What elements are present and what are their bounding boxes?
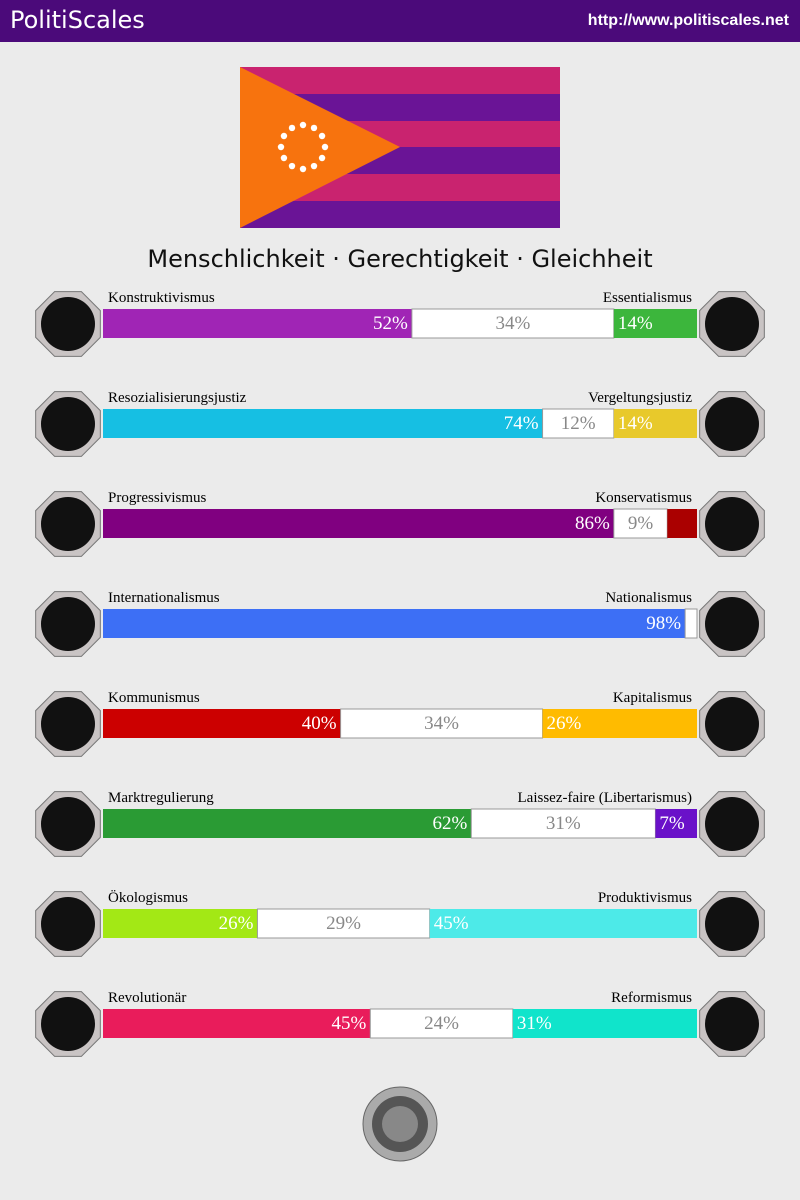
value-label: 34%: [424, 713, 459, 734]
value-label: 26%: [547, 713, 582, 734]
neutral-segment: [369, 1008, 514, 1039]
left-icon-inner: [41, 297, 95, 351]
value-label: 62%: [432, 813, 467, 834]
right-segment: [542, 709, 697, 738]
right-segment: [512, 1009, 697, 1038]
left-icon-inner: [41, 497, 95, 551]
left-icon-inner: [41, 897, 95, 951]
left-segment: [103, 1009, 371, 1038]
right-label: Kapitalismus: [613, 690, 692, 706]
right-icon-inner: [705, 697, 759, 751]
value-label: 26%: [219, 913, 254, 934]
left-segment: [103, 809, 472, 838]
right-label: Essentialismus: [603, 290, 692, 306]
value-label: 34%: [495, 313, 530, 334]
left-label: Resozialisierungsjustiz: [108, 390, 247, 406]
site-url[interactable]: http://www.politiscales.net: [588, 12, 790, 29]
left-segment: [103, 409, 543, 438]
star: [288, 162, 296, 170]
left-segment: [103, 909, 258, 938]
right-label: Nationalismus: [605, 590, 692, 606]
left-icon-inner: [41, 397, 95, 451]
left-label: Revolutionär: [108, 990, 186, 1006]
left-segment: [103, 309, 412, 338]
value-label: 74%: [504, 413, 539, 434]
star: [299, 165, 307, 173]
value-label: 40%: [302, 713, 337, 734]
right-label: Laissez-faire (Libertarismus): [518, 790, 693, 806]
neutral-segment: [684, 608, 698, 639]
value-label: 31%: [546, 813, 581, 834]
value-label: 14%: [618, 413, 653, 434]
left-icon-inner: [41, 997, 95, 1051]
value-label: 12%: [561, 413, 596, 434]
value-label: 98%: [646, 613, 681, 634]
star: [288, 124, 296, 132]
right-label: Produktivismus: [598, 890, 692, 906]
star: [318, 132, 326, 140]
left-label: Konstruktivismus: [108, 290, 215, 306]
left-icon-inner: [41, 797, 95, 851]
left-icon-inner: [41, 597, 95, 651]
star: [321, 143, 329, 151]
neutral-segment: [542, 408, 615, 439]
star: [280, 132, 288, 140]
star: [310, 124, 318, 132]
value-label: 31%: [517, 1013, 552, 1034]
neutral-segment: [470, 808, 656, 839]
star: [280, 154, 288, 162]
right-icon-inner: [705, 397, 759, 451]
right-label: Reformismus: [611, 990, 692, 1006]
value-label: 29%: [326, 913, 361, 934]
right-icon-inner: [705, 297, 759, 351]
right-label: Vergeltungsjustiz: [588, 390, 692, 406]
neutral-segment: [411, 308, 615, 339]
left-segment: [103, 709, 341, 738]
value-label: 45%: [434, 913, 469, 934]
star: [277, 143, 285, 151]
seal: [362, 1086, 438, 1162]
value-label: 52%: [373, 313, 408, 334]
value-label: 14%: [618, 313, 653, 334]
right-icon-inner: [705, 797, 759, 851]
value-label: 24%: [424, 1013, 459, 1034]
left-label: Ökologismus: [108, 889, 188, 906]
right-segment: [655, 809, 697, 838]
left-label: Marktregulierung: [108, 790, 214, 806]
right-icon-inner: [705, 997, 759, 1051]
header-bar: [0, 0, 800, 42]
right-segment: [613, 409, 697, 438]
left-label: Kommunismus: [108, 690, 200, 706]
motto: Menschlichkeit · Gerechtigkeit · Gleichh…: [147, 245, 652, 273]
value-label: 45%: [331, 1013, 366, 1034]
value-label: 7%: [659, 813, 685, 834]
right-segment: [667, 509, 697, 538]
right-segment: [429, 909, 697, 938]
left-segment: [103, 609, 686, 638]
left-icon-inner: [41, 697, 95, 751]
star: [299, 121, 307, 129]
flag: [240, 67, 560, 228]
left-segment: [103, 509, 614, 538]
value-label: 86%: [575, 513, 610, 534]
site-title: PolitiScales: [10, 6, 145, 34]
right-segment: [613, 309, 697, 338]
star: [310, 162, 318, 170]
left-label: Progressivismus: [108, 490, 207, 506]
right-icon-inner: [705, 897, 759, 951]
right-icon-inner: [705, 597, 759, 651]
value-label: 9%: [628, 513, 654, 534]
right-label: Konservatismus: [595, 490, 692, 506]
left-label: Internationalismus: [108, 590, 220, 606]
star: [318, 154, 326, 162]
neutral-segment: [340, 708, 544, 739]
neutral-segment: [256, 908, 431, 939]
right-icon-inner: [705, 497, 759, 551]
